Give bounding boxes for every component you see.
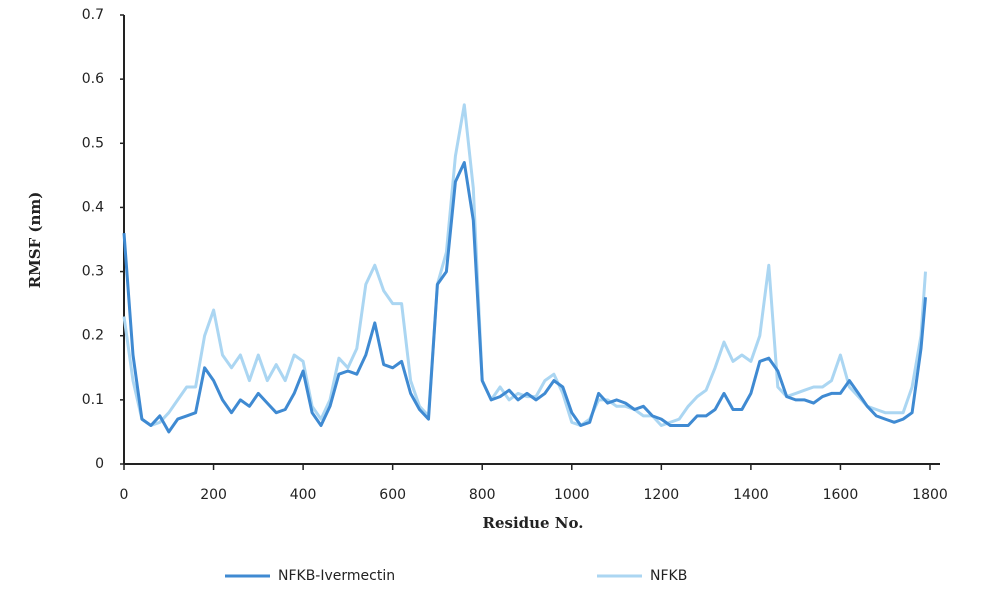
y-tick-label: 0 [95,456,104,472]
legend-label: NFKB [650,568,687,584]
x-tick-label: 400 [290,487,317,503]
x-tick-label: 0 [120,487,129,503]
x-tick-label: 200 [200,487,227,503]
x-tick-label: 800 [469,487,496,503]
x-tick-label: 1400 [733,487,769,503]
y-axis-title: RMSF (nm) [26,192,44,289]
x-tick-label: 600 [379,487,406,503]
y-tick-label: 0.6 [82,71,104,87]
x-tick-label: 1200 [644,487,680,503]
series-line [122,161,927,434]
series-line [122,103,927,427]
x-tick-label: 1000 [554,487,590,503]
x-tick-label: 1600 [823,487,859,503]
x-axis-title: Residue No. [483,514,584,532]
y-tick-label: 0.4 [82,199,104,215]
y-tick-label: 0.2 [82,328,104,344]
y-tick-label: 0.3 [82,264,104,280]
y-tick-label: 0.1 [82,392,104,408]
y-tick-label: 0.7 [82,7,104,23]
y-tick-label: 0.5 [82,135,104,151]
x-tick-label: 1800 [912,487,948,503]
legend-label: NFKB-Ivermectin [278,568,395,584]
